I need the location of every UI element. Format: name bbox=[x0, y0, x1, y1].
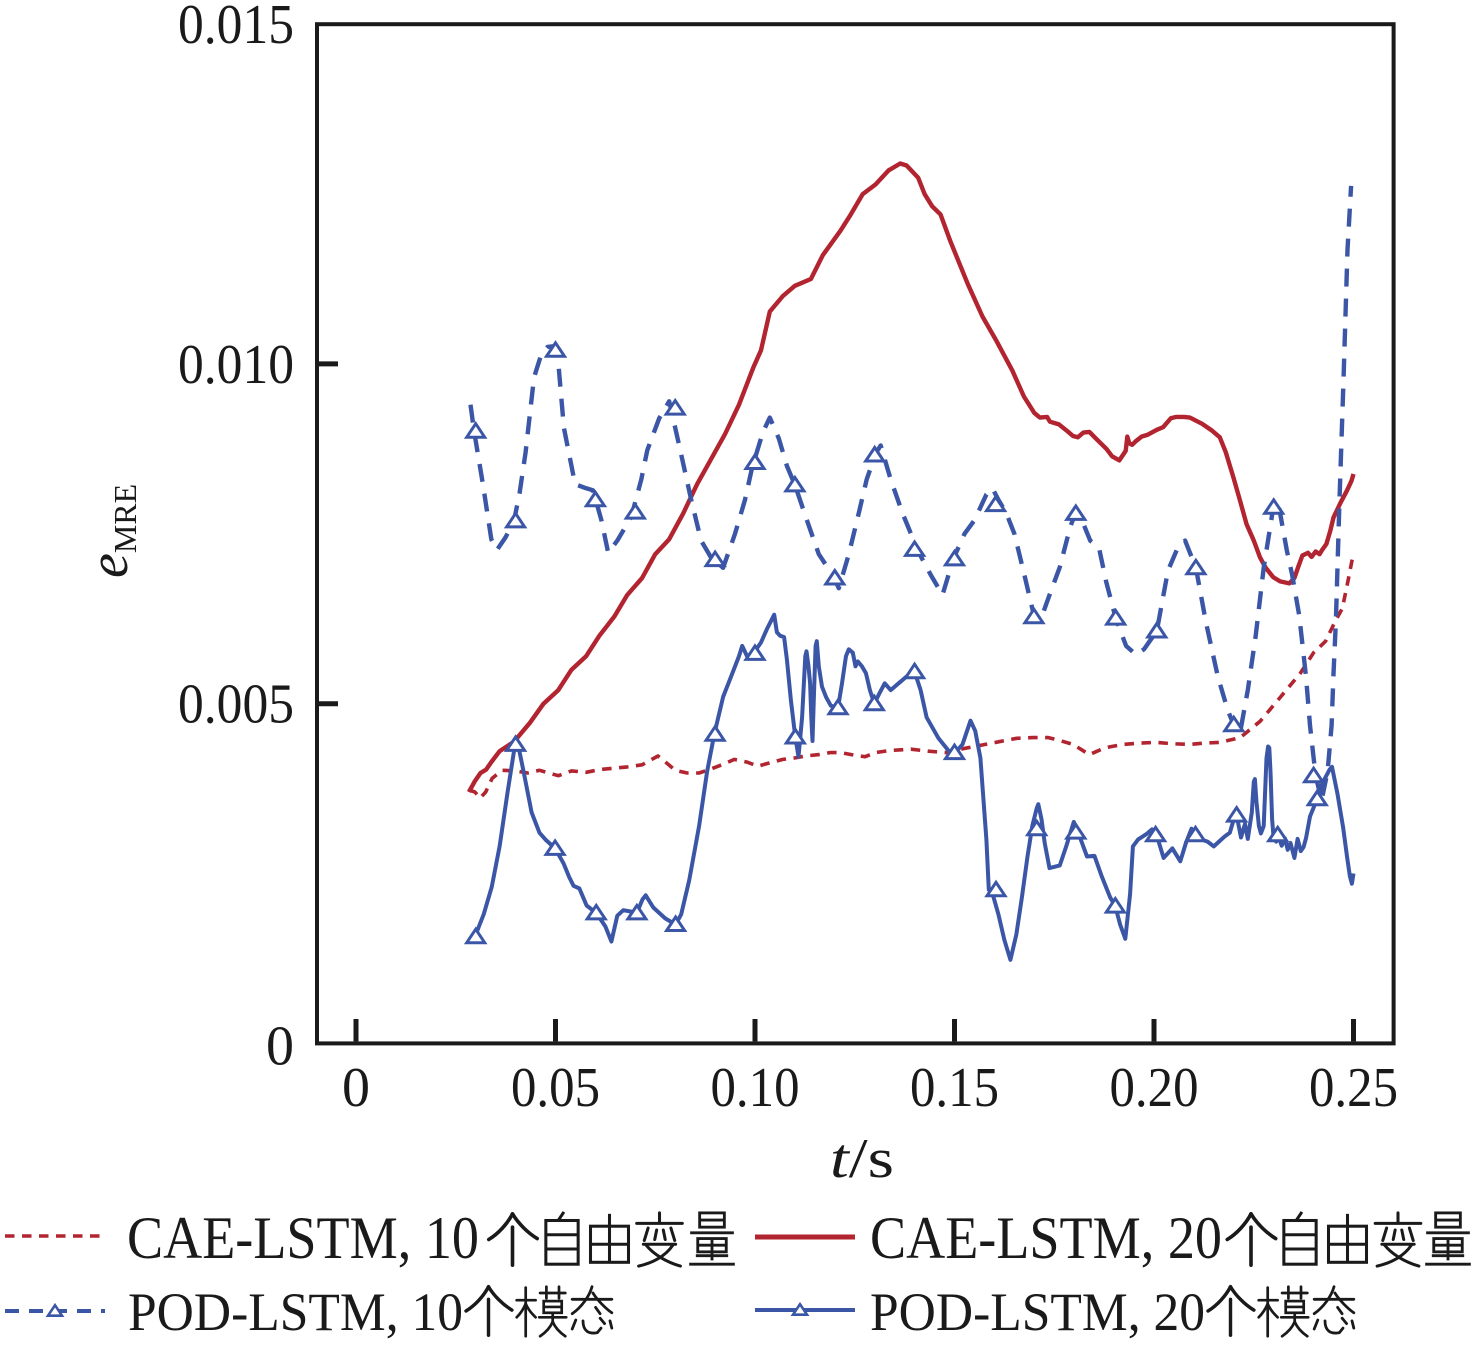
svg-text:0.010: 0.010 bbox=[178, 334, 294, 396]
svg-text:t/s: t/s bbox=[830, 1128, 894, 1190]
svg-text:0.005: 0.005 bbox=[178, 674, 294, 736]
svg-text:0.25: 0.25 bbox=[1309, 1057, 1398, 1119]
svg-text:0: 0 bbox=[266, 1015, 294, 1077]
svg-text:0.10: 0.10 bbox=[711, 1057, 800, 1119]
svg-text:CAE-LSTM, 10: CAE-LSTM, 10 bbox=[127, 1205, 479, 1271]
svg-text:0: 0 bbox=[342, 1057, 370, 1119]
svg-text:0.15: 0.15 bbox=[910, 1057, 999, 1119]
svg-text:POD-LSTM, 20: POD-LSTM, 20 bbox=[870, 1282, 1205, 1342]
svg-text:0.20: 0.20 bbox=[1110, 1057, 1199, 1119]
svg-text:POD-LSTM, 10: POD-LSTM, 10 bbox=[128, 1282, 463, 1342]
svg-text:0.015: 0.015 bbox=[178, 0, 294, 56]
svg-text:CAE-LSTM, 20: CAE-LSTM, 20 bbox=[870, 1205, 1222, 1271]
svg-text:0.05: 0.05 bbox=[511, 1057, 600, 1119]
